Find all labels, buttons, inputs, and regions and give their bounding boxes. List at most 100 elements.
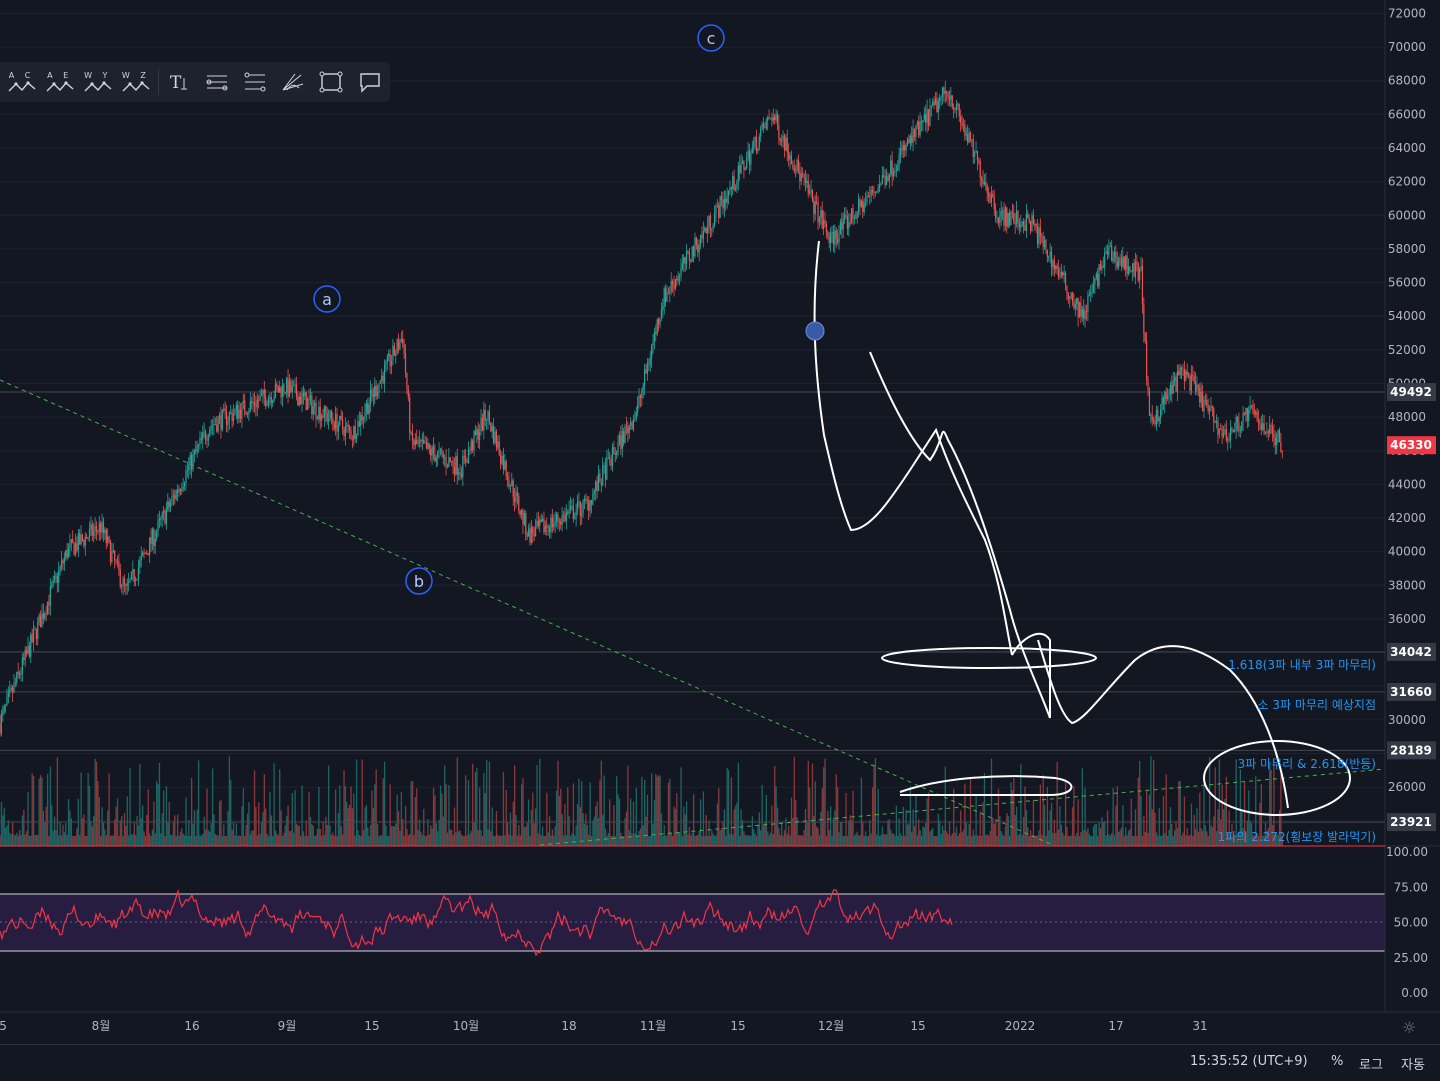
candle-body (121, 586, 123, 587)
volume-bar (761, 784, 763, 846)
candle-body (1101, 266, 1103, 271)
fib-retracement-icon[interactable] (238, 65, 273, 99)
volume-bar (280, 810, 282, 846)
candle-body (1095, 273, 1097, 278)
volume-bar (223, 824, 225, 846)
wave-label-b[interactable]: b (405, 567, 433, 595)
volume-bar (972, 829, 974, 846)
candle-body (834, 230, 836, 245)
candle-body (574, 518, 576, 520)
candle-body (1039, 227, 1041, 236)
price-tick: 72000 (1388, 6, 1426, 20)
comment-icon[interactable] (352, 65, 387, 99)
candle-body (939, 97, 941, 102)
volume-bar (73, 835, 75, 846)
candle-body (920, 121, 923, 123)
volume-bar (203, 816, 205, 846)
candle-body (386, 356, 388, 362)
elliott-double-combo-icon[interactable]: W Y (80, 65, 115, 99)
volume-bar (925, 823, 927, 846)
candle-body (983, 181, 986, 184)
volume-bar (869, 819, 871, 846)
volume-bar (832, 817, 835, 846)
candle-body (726, 196, 728, 203)
volume-bar (862, 821, 864, 846)
volume-bar (1187, 835, 1190, 846)
volume-bar (802, 835, 804, 846)
volume-bar (1264, 822, 1267, 846)
volume-bar (902, 806, 905, 846)
candle-body (1076, 298, 1078, 304)
candle-body (221, 409, 223, 430)
volume-bar (1147, 833, 1149, 846)
volume-bar (48, 835, 50, 846)
candle-body (1073, 301, 1075, 309)
volume-bar (260, 822, 263, 846)
settings-gear-icon[interactable]: ☼ (1402, 1018, 1417, 1037)
elliott-triple-combo-icon[interactable]: W Z (118, 65, 153, 99)
candle-body (943, 87, 945, 94)
volume-bar (1134, 809, 1137, 846)
candle-body (1180, 367, 1183, 370)
volume-bar (364, 807, 366, 846)
candle-body (655, 332, 657, 334)
volume-bar (430, 825, 432, 846)
volume-bar (181, 828, 183, 846)
fib-annotations[interactable]: 1.618(3파 내부 3파 마무리) 소 3파 마무리 예상지점 3파 마무리… (1218, 658, 1376, 844)
candle-body (484, 410, 486, 421)
percent-toggle[interactable]: % (1331, 1054, 1344, 1069)
auto-toggle[interactable]: 자동 (1401, 1058, 1425, 1073)
volume-bar (876, 834, 878, 846)
candle-body (301, 393, 303, 404)
parallel-channel-icon[interactable] (200, 65, 235, 99)
candle-body (709, 215, 711, 230)
marker-dot[interactable] (805, 321, 825, 341)
candle-body (255, 405, 257, 408)
wave-label-c[interactable]: c (697, 24, 725, 52)
volume-bar (786, 834, 788, 846)
candle-body (785, 137, 787, 151)
log-toggle[interactable]: 로그 (1359, 1058, 1383, 1073)
volume-bar (709, 835, 712, 846)
volume-bar (0, 835, 1, 846)
volume-bar (848, 820, 850, 846)
candle-body (902, 144, 904, 151)
volume-bar (109, 835, 112, 846)
elliott-triangle-abcde-icon[interactable]: A E (42, 65, 77, 99)
candle-body (0, 723, 1, 734)
candle-body (1045, 239, 1047, 250)
rectangle-icon[interactable] (314, 65, 349, 99)
candle-body (1154, 420, 1156, 425)
candle-body (883, 175, 885, 177)
candle-body (256, 399, 258, 408)
candle-body (783, 136, 786, 151)
pitchfork-icon[interactable] (276, 65, 311, 99)
candle-body (266, 404, 268, 406)
candle-body (621, 431, 623, 449)
elliott-corrective-abc-icon[interactable]: A C (4, 65, 39, 99)
time-tick: 15 (910, 1019, 925, 1033)
volume-bar (258, 802, 260, 846)
candle-body (818, 217, 821, 223)
text-tool-icon[interactable]: T (161, 65, 196, 99)
volume-bar (982, 802, 984, 846)
freehand-drawing[interactable] (813, 240, 1351, 816)
volume-bar (118, 835, 120, 846)
candle-body (112, 550, 114, 552)
volume-bar (473, 821, 475, 846)
volume-bar (871, 787, 874, 846)
price-tick: 56000 (1388, 276, 1426, 290)
candle-body (788, 152, 790, 160)
candle-body (23, 657, 25, 660)
volume-bar (520, 784, 523, 846)
volume-bar (337, 812, 340, 846)
time-axis[interactable]: 5 8월 16 9월 15 10월 18 11월 15 12월 15 2022 17 31 (0, 1019, 1208, 1033)
candle-body (651, 346, 653, 358)
trendline-upper[interactable] (0, 379, 1056, 847)
wave-label-a[interactable]: a (313, 285, 341, 313)
trendline-lower[interactable] (539, 768, 1386, 846)
candle-body (719, 196, 721, 218)
volume-bar (772, 834, 774, 846)
